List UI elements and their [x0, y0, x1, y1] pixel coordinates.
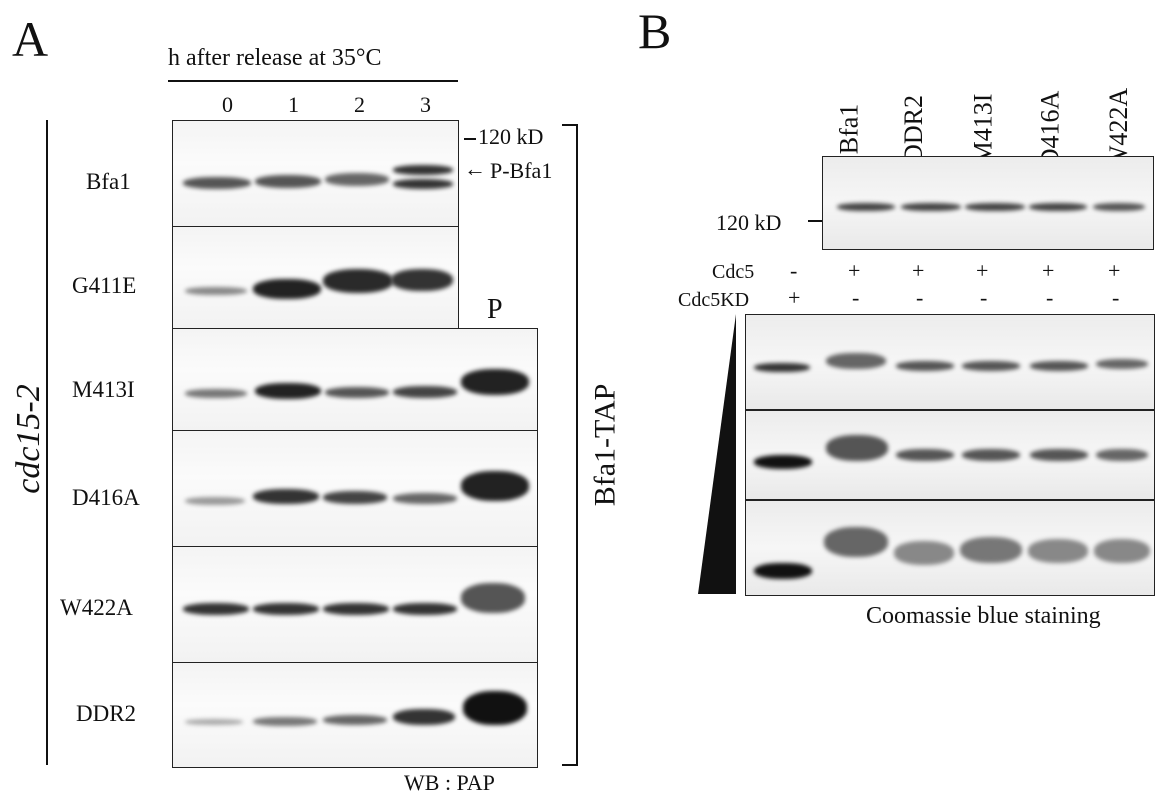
cdc5-sign-2: + [912, 258, 925, 283]
time-point-1: 1 [288, 92, 299, 117]
marker-120-tick-a [464, 138, 476, 140]
tap-bracket-label: Bfa1-TAP [588, 383, 622, 507]
panel-b-letter: B [638, 3, 672, 59]
cdc5-label: Cdc5 [712, 261, 755, 283]
cdc5kd-label: Cdc5KD [678, 289, 750, 311]
lane-label-bfa1: Bfa1 [834, 103, 864, 155]
blot-b-top [822, 156, 1154, 250]
cdc5kd-sign-4: - [1046, 285, 1054, 310]
wb-label: WB : PAP [404, 770, 495, 795]
marker-120-tick-b [808, 220, 822, 222]
phospho-label: P-Bfa1 [490, 158, 553, 183]
phosphatase-lane-label: P [487, 294, 503, 325]
panel-a-letter: A [12, 11, 49, 67]
row-label-g411e: G411E [72, 273, 137, 298]
row-label-m413i: M413I [72, 377, 135, 402]
stain-label: Coomassie blue staining [866, 603, 1101, 629]
phospho-arrow: ← [464, 156, 486, 181]
blot-ddr2 [172, 662, 538, 768]
blot-bfa1 [172, 120, 459, 228]
cdc5kd-sign-3: - [980, 285, 988, 310]
time-point-3: 3 [420, 92, 431, 117]
strain-label: cdc15-2 [9, 384, 47, 494]
time-point-0: 0 [222, 92, 233, 117]
tap-bracket-line [576, 124, 578, 766]
row-label-ddr2: DDR2 [76, 701, 137, 726]
cdc5-sign-5: + [1108, 258, 1121, 283]
time-header-underline [168, 80, 458, 82]
cdc5kd-sign-1: - [852, 285, 860, 310]
blot-d416a [172, 430, 538, 548]
tap-bracket-top [562, 124, 576, 126]
time-header: h after release at 35°C [168, 45, 382, 71]
tap-bracket-bottom [562, 764, 578, 766]
lane-label-m413i: M413I [968, 93, 998, 165]
cdc5-sign-3: + [976, 258, 989, 283]
row-label-w422a: W422A [60, 595, 133, 620]
time-point-2: 2 [354, 92, 365, 117]
gradient-triangle [698, 314, 736, 594]
blot-b-gel-2 [745, 410, 1155, 500]
cdc5-sign-0: - [790, 258, 798, 283]
cdc5kd-sign-0: + [788, 285, 801, 310]
marker-120-label-a: 120 kD [478, 124, 544, 149]
cdc5kd-sign-2: - [916, 285, 924, 310]
strain-bracket-line [46, 120, 48, 765]
row-label-d416a: D416A [72, 485, 140, 510]
blot-m413i [172, 328, 538, 432]
cdc5-sign-4: + [1042, 258, 1055, 283]
row-label-bfa1: Bfa1 [86, 169, 131, 194]
blot-b-gel-3 [745, 500, 1155, 596]
cdc5kd-sign-5: - [1112, 285, 1120, 310]
blot-g411e [172, 226, 459, 330]
cdc5-sign-1: + [848, 258, 861, 283]
blot-b-gel-1 [745, 314, 1155, 410]
lane-label-ddr2: DDR2 [898, 95, 928, 163]
blot-w422a [172, 546, 538, 664]
marker-120-label-b: 120 kD [716, 210, 782, 235]
